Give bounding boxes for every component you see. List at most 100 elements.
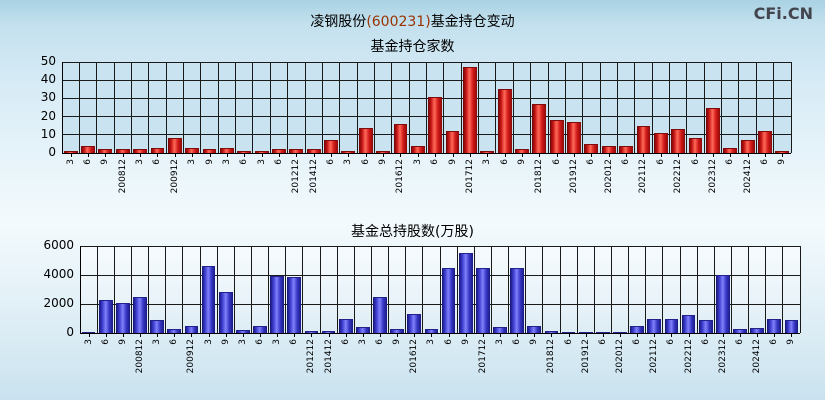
x-axis-label: 6 [375, 339, 385, 345]
y-axis-label: 10 [40, 126, 56, 141]
x-tick [157, 153, 159, 157]
bar-202212 [681, 314, 696, 334]
bar-6 [549, 120, 564, 154]
bar-9 [116, 302, 130, 334]
x-tick [380, 333, 381, 337]
x-axis-label: 201912 [580, 339, 591, 374]
bar-6 [272, 149, 286, 154]
v-gridline [405, 246, 407, 333]
bar-6 [688, 138, 703, 154]
x-axis-label: 6 [289, 339, 300, 345]
y-axis-label: 40 [40, 72, 56, 87]
v-gridline [512, 62, 514, 153]
bar-201812 [532, 103, 547, 154]
bar-6 [428, 96, 443, 154]
bar-201912 [567, 122, 581, 154]
v-gridline [113, 246, 115, 333]
y-axis-label: 20 [40, 108, 56, 123]
bar-6 [584, 143, 599, 154]
v-gridline [456, 246, 458, 333]
v-gridline [148, 62, 150, 153]
x-tick [294, 333, 296, 337]
x-tick [688, 333, 690, 337]
x-tick [465, 333, 467, 337]
bar-200812 [133, 296, 147, 334]
v-gridline [391, 62, 393, 153]
bar-201612 [407, 314, 422, 334]
x-tick [105, 153, 107, 157]
x-tick [348, 153, 350, 157]
x-tick [695, 153, 697, 157]
x-tick [774, 333, 776, 337]
bar-6 [497, 89, 512, 154]
v-gridline [713, 246, 715, 333]
bar-3 [201, 266, 216, 334]
x-tick [517, 333, 519, 337]
x-tick [452, 153, 454, 157]
bar-3 [185, 147, 200, 154]
v-gridline [490, 246, 492, 333]
v-gridline [388, 246, 390, 333]
v-gridline [610, 246, 612, 333]
x-axis-label: 3 [272, 339, 283, 345]
x-tick [261, 153, 263, 157]
v-gridline [302, 246, 304, 333]
bar-6 [723, 147, 738, 154]
bar-9 [218, 291, 233, 334]
v-gridline [250, 246, 252, 333]
v-gridline [748, 246, 750, 333]
v-gridline [356, 62, 358, 153]
v-gridline [799, 246, 801, 333]
x-tick [208, 333, 210, 337]
x-tick [585, 333, 587, 337]
bar-6 [619, 145, 634, 154]
bar-9 [445, 131, 460, 154]
v-gridline [200, 62, 202, 153]
v-gridline [183, 62, 184, 153]
v-gridline [443, 62, 445, 153]
v-gridline [216, 246, 218, 333]
y-axis-label: 0 [48, 145, 56, 159]
v-gridline [790, 62, 792, 153]
x-axis-label: 202112 [649, 339, 660, 374]
y-axis-label: 6000 [43, 238, 74, 252]
v-gridline [96, 246, 98, 333]
x-axis-label: 202312 [717, 339, 728, 374]
bar-201412 [321, 330, 336, 334]
x-tick [296, 153, 298, 157]
stock-name: 凌钢股份 [310, 14, 367, 30]
v-gridline [130, 246, 132, 333]
x-tick [500, 333, 501, 337]
x-axis-label: 6 [597, 339, 608, 345]
x-tick [365, 153, 367, 157]
v-gridline [165, 246, 167, 333]
x-axis-label: 3 [426, 339, 437, 345]
x-axis-label: 9 [460, 339, 471, 345]
x-tick [608, 153, 610, 157]
x-axis-label: 6 [735, 339, 745, 345]
stock-code: (600231) [366, 14, 431, 30]
x-axis [80, 332, 800, 334]
x-tick [192, 153, 194, 157]
x-tick [278, 153, 280, 157]
x-axis-label: 9 [786, 339, 797, 345]
x-tick [191, 333, 193, 337]
bar-201212 [289, 149, 304, 154]
x-tick [331, 153, 333, 157]
x-tick [431, 333, 433, 337]
v-gridline [628, 246, 630, 333]
bar-201612 [393, 123, 408, 154]
bar-6 [358, 127, 373, 154]
x-tick [226, 153, 228, 157]
x-tick [105, 333, 107, 337]
bar-6 [664, 318, 679, 334]
x-tick [482, 333, 484, 337]
bar-9 [527, 325, 542, 334]
x-tick [225, 333, 227, 337]
v-gridline [703, 62, 705, 153]
y-axis [61, 62, 63, 153]
bar-9 [784, 319, 799, 334]
x-tick [660, 153, 662, 157]
bar-3 [424, 328, 439, 334]
